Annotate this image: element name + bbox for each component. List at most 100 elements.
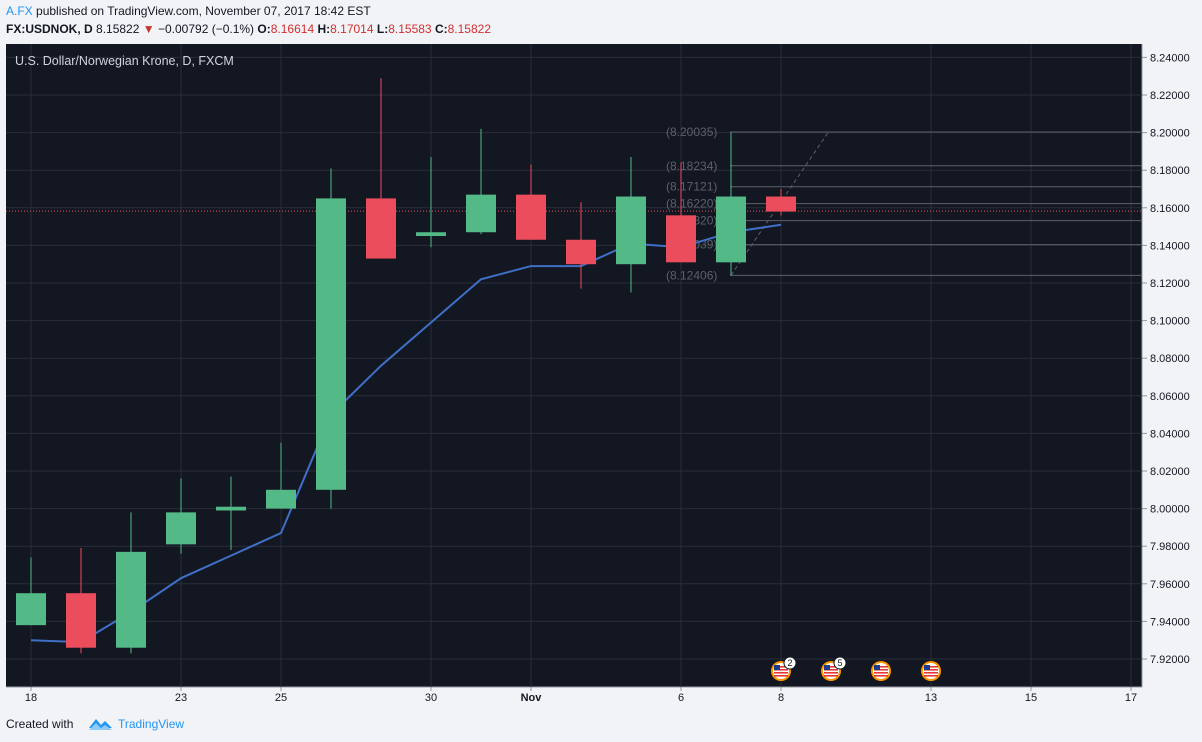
open-label: O: (257, 22, 271, 36)
candle-body (216, 506, 246, 511)
candle (66, 548, 96, 654)
created-with-text: Created with (6, 717, 74, 731)
flag-stripe (924, 669, 938, 671)
flag-stripe (824, 675, 838, 677)
author-link[interactable]: A.FX (6, 4, 33, 18)
price-tick-label: 8.24000 (1150, 52, 1190, 64)
close-value: 8.15822 (447, 22, 492, 36)
time-tick-label: 13 (925, 692, 937, 704)
flag-canton (924, 665, 930, 670)
candle-body (566, 239, 596, 265)
price-tick-label: 8.12000 (1150, 278, 1190, 290)
candle (16, 557, 46, 626)
price-level-label: (8.16220) (666, 197, 717, 211)
candle-body (66, 593, 96, 648)
price-tick-label: 8.20000 (1150, 128, 1190, 140)
open-value: 8.16614 (270, 22, 315, 36)
price-tick-label: 8.08000 (1150, 353, 1190, 365)
candle-body (616, 196, 646, 265)
time-axis: 18 23 25 30 Nov 6 8 13 15 17 (25, 687, 1137, 704)
candle (366, 78, 396, 259)
down-arrow-icon: ▼ (142, 22, 155, 36)
flag-stripe (874, 672, 888, 674)
plot-background (6, 44, 1142, 687)
published-text: published on TradingView.com, November 0… (36, 4, 371, 18)
flag-stripe (874, 675, 888, 677)
us-flag-event-icon: 2 (771, 656, 797, 681)
price-tick-label: 8.04000 (1150, 428, 1190, 440)
high-label: H: (317, 22, 331, 36)
tradingview-logo-icon (89, 719, 112, 730)
flag-stripe (774, 666, 788, 668)
publish-line: A.FX published on TradingView.com, Novem… (6, 4, 371, 18)
candle-body (16, 593, 46, 626)
price-tick-label: 8.06000 (1150, 391, 1190, 403)
candle-body (766, 196, 796, 212)
time-tick-label: 17 (1125, 692, 1137, 704)
candle (216, 476, 246, 550)
flag-canton (874, 665, 880, 670)
time-tick-label: 15 (1025, 692, 1037, 704)
event-count-badge (783, 656, 797, 670)
candle (466, 128, 496, 235)
time-axis-panel (6, 687, 1197, 707)
price-tick-label: 8.10000 (1150, 316, 1190, 328)
price-tick-label: 8.02000 (1150, 466, 1190, 478)
event-count-badge (833, 656, 847, 670)
us-flag-event-icon: 5 (821, 656, 847, 681)
candle (716, 132, 746, 276)
candles (16, 78, 796, 654)
time-tick-label: 23 (175, 692, 187, 704)
candle (266, 442, 296, 509)
time-tick-label: 18 (25, 692, 37, 704)
price-tick-label: 7.98000 (1150, 541, 1190, 553)
time-tick-label: 8 (778, 692, 784, 704)
price-level-label: (8.17121) (666, 180, 717, 194)
footer: Created with TradingView (0, 708, 1202, 742)
time-tick-label: 30 (425, 692, 437, 704)
time-tick-label: 6 (678, 692, 684, 704)
candle-body (666, 215, 696, 263)
candle (116, 512, 146, 654)
last-price: 8.15822 (96, 22, 140, 36)
event-count-label: 5 (837, 658, 842, 668)
time-tick-label: 25 (275, 692, 287, 704)
candle (316, 168, 346, 509)
candle-body (166, 512, 196, 545)
flag-stripe (924, 666, 938, 668)
candle (166, 478, 196, 554)
candle-body (516, 194, 546, 240)
tradingview-link[interactable]: TradingView (118, 717, 185, 731)
price-tick-label: 7.96000 (1150, 579, 1190, 591)
price-level-label: (8.12406) (666, 268, 717, 282)
flag-stripe (874, 669, 888, 671)
candle-body (716, 196, 746, 263)
price-tick-label: 7.92000 (1150, 654, 1190, 666)
event-count-label: 2 (787, 658, 792, 668)
price-tick-label: 8.14000 (1150, 240, 1190, 252)
candle (616, 157, 646, 293)
flag-stripe (774, 675, 788, 677)
us-flag-event-icon (871, 661, 891, 681)
candle (766, 189, 796, 216)
chart-header: A.FX published on TradingView.com, Novem… (0, 0, 1202, 42)
moving-average (30, 223, 782, 644)
candle-body (466, 194, 496, 233)
price-tick-label: 8.00000 (1150, 504, 1190, 516)
candle (666, 162, 696, 263)
time-tick-label: Nov (521, 692, 543, 704)
price-change: −0.00792 (−0.1%) (157, 22, 255, 36)
flag-stripe (824, 672, 838, 674)
candle-body (416, 232, 446, 236)
candle (516, 164, 546, 240)
price-tick-label: 8.22000 (1150, 90, 1190, 102)
high-value: 8.17014 (330, 22, 374, 36)
flag-stripe (774, 672, 788, 674)
candle (566, 202, 596, 289)
flag-stripe (774, 669, 788, 671)
candle (416, 157, 446, 248)
candle-body (116, 551, 146, 648)
flag-stripe (924, 672, 938, 674)
symbol-label: FX:USDNOK, D (6, 22, 93, 36)
